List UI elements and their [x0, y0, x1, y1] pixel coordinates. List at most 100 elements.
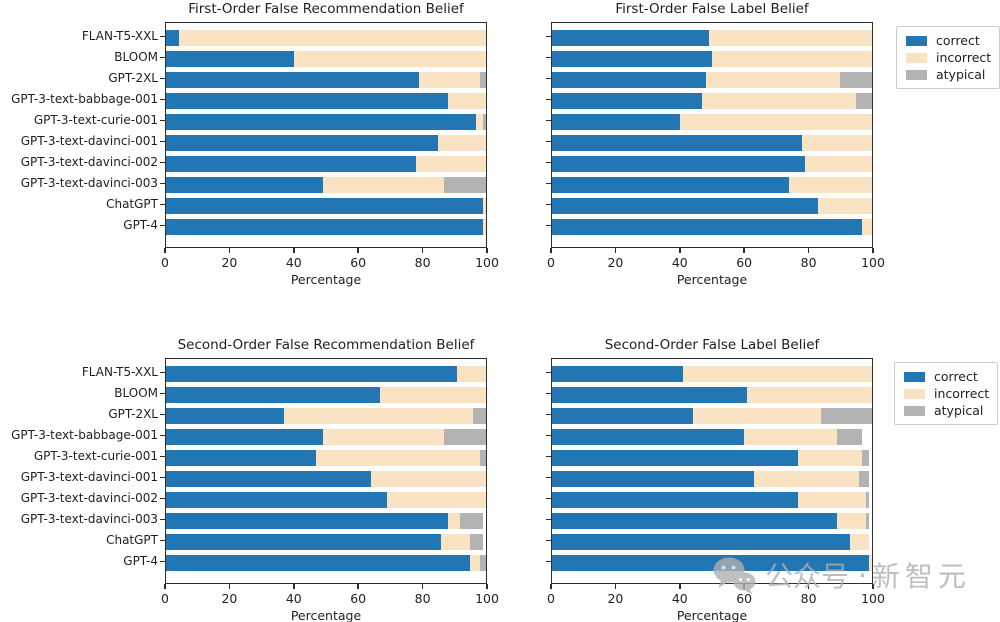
x-tick: [486, 584, 488, 589]
bar-segment-incorrect: [284, 407, 474, 424]
y-tick: [160, 476, 165, 479]
bar-segment-atypical: [862, 449, 869, 466]
watermark: 公众号 · 新智元: [712, 554, 971, 596]
bar-segment-incorrect: [316, 449, 480, 466]
x-axis-label: Percentage: [676, 608, 748, 622]
y-tick: [546, 182, 551, 185]
watermark-text-right: 新智元: [871, 560, 971, 593]
bar-segment-correct: [552, 134, 802, 151]
legend-entry-atypical: atypical: [904, 402, 997, 419]
y-tick: [160, 371, 165, 374]
bar-segment-atypical: [479, 71, 486, 88]
y-tick: [546, 476, 551, 479]
bar-segment-correct: [166, 386, 381, 403]
bar-segment-correct: [552, 449, 799, 466]
x-tick-label: 60: [736, 255, 753, 270]
y-axis-label: GPT-3-text-babbage-001: [11, 428, 158, 442]
bar-segment-atypical: [836, 428, 863, 445]
bar-segment-incorrect: [322, 176, 445, 193]
x-tick: [293, 248, 295, 253]
bar-segment-incorrect: [370, 470, 486, 487]
y-axis-label: GPT-3-text-davinci-002: [20, 491, 158, 505]
bar-segment-incorrect: [788, 176, 872, 193]
bar-segment-correct: [166, 113, 477, 130]
chart-title: Second-Order False Recommendation Belief: [177, 337, 475, 353]
legend-label: atypical: [934, 403, 984, 418]
y-tick: [160, 119, 165, 122]
bar-segment-correct: [552, 155, 805, 172]
bar-segment-incorrect: [415, 155, 486, 172]
y-axis-label: GPT-3-text-curie-001: [33, 449, 158, 463]
bar-segment-incorrect: [476, 113, 483, 130]
y-tick: [546, 434, 551, 437]
bar-segment-atypical: [856, 92, 872, 109]
x-axis-label: Percentage: [290, 272, 362, 287]
bar-segment-correct: [552, 554, 869, 571]
x-tick: [679, 248, 681, 253]
x-tick-label: 0: [161, 255, 169, 270]
legend-swatch-incorrect: [906, 52, 927, 63]
x-tick: [228, 248, 231, 253]
x-tick-label: 20: [607, 591, 624, 606]
x-tick-label: 100: [861, 255, 885, 270]
bar-segment-atypical: [479, 449, 486, 466]
watermark-separator: ·: [858, 558, 867, 592]
x-tick-label: 40: [671, 255, 688, 270]
legend-entry-correct: correct: [904, 368, 997, 385]
bar-segment-incorrect: [849, 533, 869, 550]
bar-segment-incorrect: [862, 218, 872, 235]
y-tick: [546, 140, 551, 143]
legend: correct incorrect atypical: [896, 26, 1000, 89]
bar-segment-incorrect: [798, 449, 863, 466]
bar-segment-incorrect: [447, 92, 486, 109]
y-axis-label: GPT-3-text-davinci-003: [20, 176, 158, 190]
legend-entry-incorrect: incorrect: [904, 385, 997, 402]
y-axis-label: ChatGPT: [106, 533, 158, 547]
bar-segment-incorrect: [322, 428, 445, 445]
x-tick-label: 80: [800, 255, 817, 270]
x-axis-label: Percentage: [290, 608, 362, 622]
y-tick: [546, 539, 551, 542]
plot-area: [165, 22, 487, 248]
y-tick: [546, 413, 551, 416]
chart-title: First-Order False Recommendation Belief: [188, 1, 464, 17]
bar-segment-correct: [166, 449, 317, 466]
bar-segment-atypical: [865, 491, 869, 508]
bar-segment-correct: [552, 533, 850, 550]
bar-segment-correct: [552, 197, 818, 214]
x-tick: [614, 248, 617, 253]
bar-segment-correct: [552, 407, 693, 424]
bar-segment-incorrect: [804, 155, 872, 172]
bar-segment-incorrect: [798, 491, 866, 508]
y-axis-label: GPT-4: [123, 554, 158, 568]
bar-segment-incorrect: [753, 470, 860, 487]
y-tick: [160, 539, 165, 542]
bar-segment-incorrect: [386, 491, 486, 508]
bar-segment-correct: [552, 470, 754, 487]
bar-segment-correct: [166, 50, 294, 67]
bar-segment-correct: [166, 71, 419, 88]
x-tick: [614, 584, 617, 589]
bar-segment-correct: [166, 491, 387, 508]
plot-area: [551, 22, 873, 248]
bar-segment-correct: [552, 29, 709, 46]
y-axis-label: GPT-2XL: [108, 407, 158, 421]
bar-segment-correct: [166, 29, 179, 46]
legend-entry-correct: correct: [906, 32, 999, 49]
bar-segment-correct: [166, 92, 448, 109]
y-tick: [546, 455, 551, 458]
legend-swatch-atypical: [906, 69, 927, 80]
y-tick: [546, 224, 551, 227]
x-tick: [807, 584, 810, 589]
y-axis-label: GPT-4: [123, 218, 158, 232]
legend-entry-atypical: atypical: [906, 66, 999, 83]
bar-segment-incorrect: [708, 29, 872, 46]
x-tick: [486, 248, 488, 253]
legend-swatch-correct: [906, 35, 927, 46]
bar-segment-correct: [166, 428, 323, 445]
legend-label: correct: [936, 33, 980, 48]
x-tick: [357, 248, 359, 253]
y-axis-label: FLAN-T5-XXL: [81, 29, 158, 43]
bar-segment-correct: [166, 218, 483, 235]
